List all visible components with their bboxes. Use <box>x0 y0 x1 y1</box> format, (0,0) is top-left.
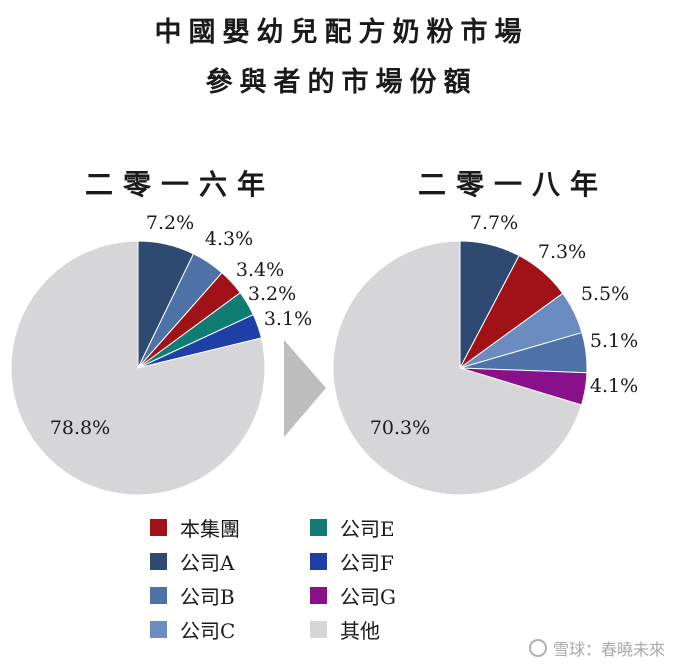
arrow-right-icon <box>284 340 326 437</box>
pie-2018-label-4: 4.1% <box>590 375 638 397</box>
pie-2018-label-0: 7.7% <box>470 212 518 234</box>
watermark-text: 雪球：春曉未來 <box>552 640 665 659</box>
chart-title-line2: 參與者的市場份額 <box>205 67 478 98</box>
legend-item: 公司F <box>310 549 470 575</box>
pie-2018-label-2: 5.5% <box>581 283 629 305</box>
pie-2018-label-3: 5.1% <box>590 330 638 352</box>
legend-label: 公司A <box>180 550 235 575</box>
legend-swatch <box>150 620 167 638</box>
legend-item: 公司E <box>310 515 470 541</box>
legend-label: 本集團 <box>180 516 240 541</box>
pie-2016-label-5: 78.8% <box>50 417 110 439</box>
legend-swatch <box>150 518 167 536</box>
legend-swatch <box>310 518 327 536</box>
legend-item: 本集團 <box>150 515 310 541</box>
pie-title-2018: 二零一八年 <box>418 168 609 201</box>
legend-item: 公司B <box>150 583 310 609</box>
legend-swatch <box>310 620 327 638</box>
legend-item: 公司A <box>150 549 310 575</box>
legend-swatch <box>150 552 167 570</box>
snowball-logo-icon <box>528 639 547 657</box>
watermark: 雪球：春曉未來 <box>528 636 665 660</box>
chart-title-line1: 中國嬰幼兒配方奶粉市場 <box>154 17 529 48</box>
legend-swatch <box>310 586 327 604</box>
legend-label: 公司E <box>340 516 395 541</box>
pie-title-2016: 二零一六年 <box>85 168 276 201</box>
legend-swatch <box>310 552 327 570</box>
legend-label: 公司F <box>340 550 394 575</box>
pie-2018-label-5: 70.3% <box>370 417 430 439</box>
legend-item: 公司G <box>310 583 470 609</box>
legend: 本集團 公司E 公司A 公司F 公司B 公司G 公司C 其他 <box>150 515 480 643</box>
legend-swatch <box>150 586 167 604</box>
pie-2016-slice-5 <box>10 240 266 496</box>
pie-2018-label-1: 7.3% <box>538 241 586 263</box>
legend-label: 公司C <box>180 618 236 643</box>
pie-2018-slice-5 <box>332 240 583 496</box>
pie-2016-label-3: 3.2% <box>248 283 296 305</box>
pie-2016-label-2: 3.4% <box>236 259 284 281</box>
legend-label: 公司B <box>180 584 235 609</box>
legend-item: 公司C <box>150 617 310 643</box>
legend-label: 其他 <box>340 618 380 643</box>
legend-item: 其他 <box>310 617 470 643</box>
pie-2016-label-1: 4.3% <box>205 228 253 250</box>
legend-label: 公司G <box>340 584 396 609</box>
pie-2016-label-4: 3.1% <box>264 308 312 330</box>
pie-2016-label-0: 7.2% <box>146 212 194 234</box>
